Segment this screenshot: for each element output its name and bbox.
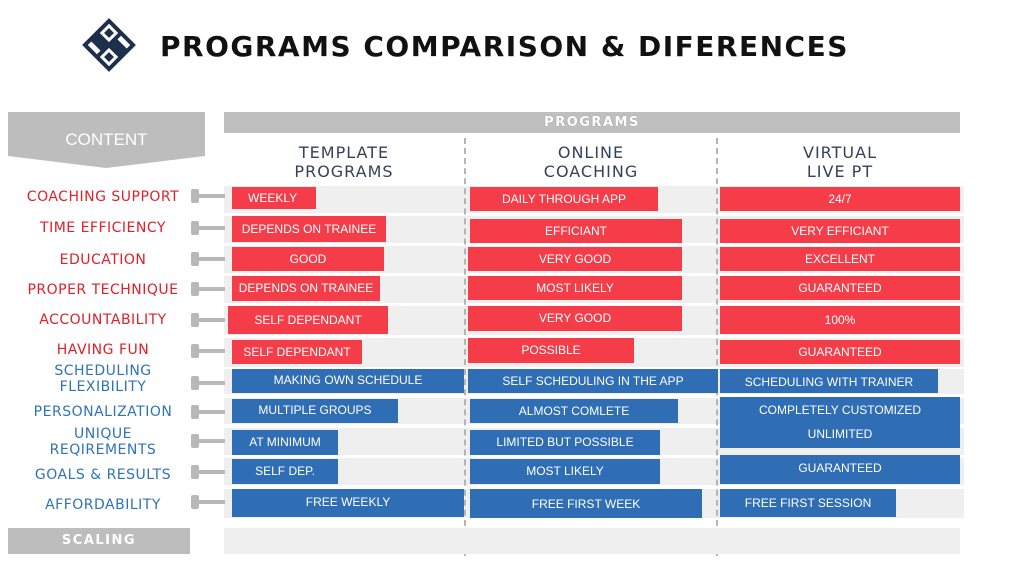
cell-template-coaching-support: WEEKLY [232,187,316,209]
cell-online-coaching-support: DAILY THROUGH APP [470,187,658,211]
row-label-accountability: ACCOUNTABILITY [39,312,167,328]
cell-online-having-fun: POSSIBLE [468,338,634,363]
title-row: PROGRAMS COMPARISON & DIFERENCES [0,0,1024,100]
cell-virtual-goals-results: GUARANTEED [720,455,960,484]
cell-online-unique-requirements: LIMITED BUT POSSIBLE [470,430,660,455]
row-label-goals-results: GOALS & RESULTS [34,467,172,483]
cell-template-proper-technique: DEPENDS ON TRAINEE [232,276,380,301]
column-header-line2: PROGRAMS [294,162,394,181]
row-label-time-efficiency: TIME EFFICIENCY [40,220,166,236]
cell-online-education: VERY GOOD [468,247,682,271]
content-header-label: CONTENT [65,130,148,149]
column-header-line1: VIRTUAL [803,143,877,162]
programs-header: PROGRAMS [224,112,960,133]
row-connector [191,252,225,266]
cell-online-goals-results: MOST LIKELY [470,459,660,484]
cell-template-having-fun: SELF DEPENDANT [232,340,362,364]
row-label-line2: FLEXIBILITY [59,379,147,395]
cell-template-scheduling-flexibility: MAKING OWN SCHEDULE [232,369,464,393]
cell-online-personalization: ALMOST COMLETE [470,399,678,423]
cell-virtual-proper-technique: GUARANTEED [720,276,960,300]
column-divider [716,138,718,556]
scaling-stripe [224,528,960,554]
column-header-line2: LIVE PT [806,162,874,181]
row-label-line2: REQIREMENTS [49,442,157,458]
cell-online-affordability: FREE FIRST WEEK [470,489,702,518]
column-header-line1: TEMPLATE [298,143,390,162]
cell-template-goals-results: SELF DEP. [232,459,338,484]
column-header-virtual-live-pt: VIRTUAL LIVE PT [718,143,962,185]
cell-virtual-coaching-support: 24/7 [720,187,960,211]
row-connector [191,405,225,419]
row-connector [191,221,225,235]
cell-template-personalization: MULTIPLE GROUPS [232,399,398,423]
cell-template-unique-requirements: AT MINIMUM [232,430,338,455]
row-label-scheduling-flexibility: SCHEDULING FLEXIBILITY [8,363,198,395]
column-header-line1: ONLINE [557,143,625,162]
column-header-line2: COACHING [543,162,639,181]
scaling-label: SCALING [8,528,190,554]
column-header-online-coaching: ONLINE COACHING [466,143,716,185]
cell-virtual-accountability: 100% [720,306,960,334]
row-label-personalization: PERSONALIZATION [33,404,173,420]
cell-template-affordability: FREE WEEKLY [232,489,464,517]
row-label-proper-technique: PROPER TECHNIQUE [27,282,179,298]
row-connector [191,344,225,358]
row-label-coaching-support: COACHING SUPPORT [26,189,180,205]
cell-online-scheduling-flexibility: SELF SCHEDULING IN THE APP [468,369,718,393]
row-connector [191,282,225,296]
logo-icon [82,18,136,72]
row-label-line1: SCHEDULING [54,363,152,379]
content-header: CONTENT [8,112,205,168]
row-label-having-fun: HAVING FUN [56,342,150,358]
row-label-affordability: AFFORDABILITY [45,497,161,513]
row-connector [191,495,225,509]
cell-virtual-unique-requirements: UNLIMITED [720,423,960,448]
row-connector [191,465,225,479]
column-header-template-programs: TEMPLATE PROGRAMS [224,143,464,185]
cell-virtual-time-efficiency: VERY EFFICIANT [720,219,960,243]
column-divider [464,138,466,556]
cell-virtual-having-fun: GUARANTEED [720,340,960,364]
cell-virtual-scheduling-flexibility: SCHEDULING WITH TRAINER [720,369,938,393]
row-connector [191,434,225,448]
cell-virtual-affordability: FREE FIRST SESSION [720,489,896,517]
cell-template-education: GOOD [232,247,384,271]
row-connector [191,376,225,390]
cell-virtual-education: EXCELLENT [720,247,960,271]
row-label-line1: UNIQUE [74,426,132,442]
cell-online-accountability: VERY GOOD [468,306,682,331]
cell-online-proper-technique: MOST LIKELY [468,276,682,300]
row-connector [191,189,225,203]
cell-template-time-efficiency: DEPENDS ON TRAINEE [232,216,386,242]
row-connector [191,313,225,327]
cell-virtual-personalization: COMPLETELY CUSTOMIZED [720,397,960,423]
page-title: PROGRAMS COMPARISON & DIFERENCES [160,30,849,63]
row-label-unique-requirements: UNIQUE REQIREMENTS [8,426,198,458]
row-label-education: EDUCATION [59,252,147,268]
cell-template-accountability: SELF DEPENDANT [228,306,388,334]
cell-online-time-efficiency: EFFICIANT [470,219,682,243]
